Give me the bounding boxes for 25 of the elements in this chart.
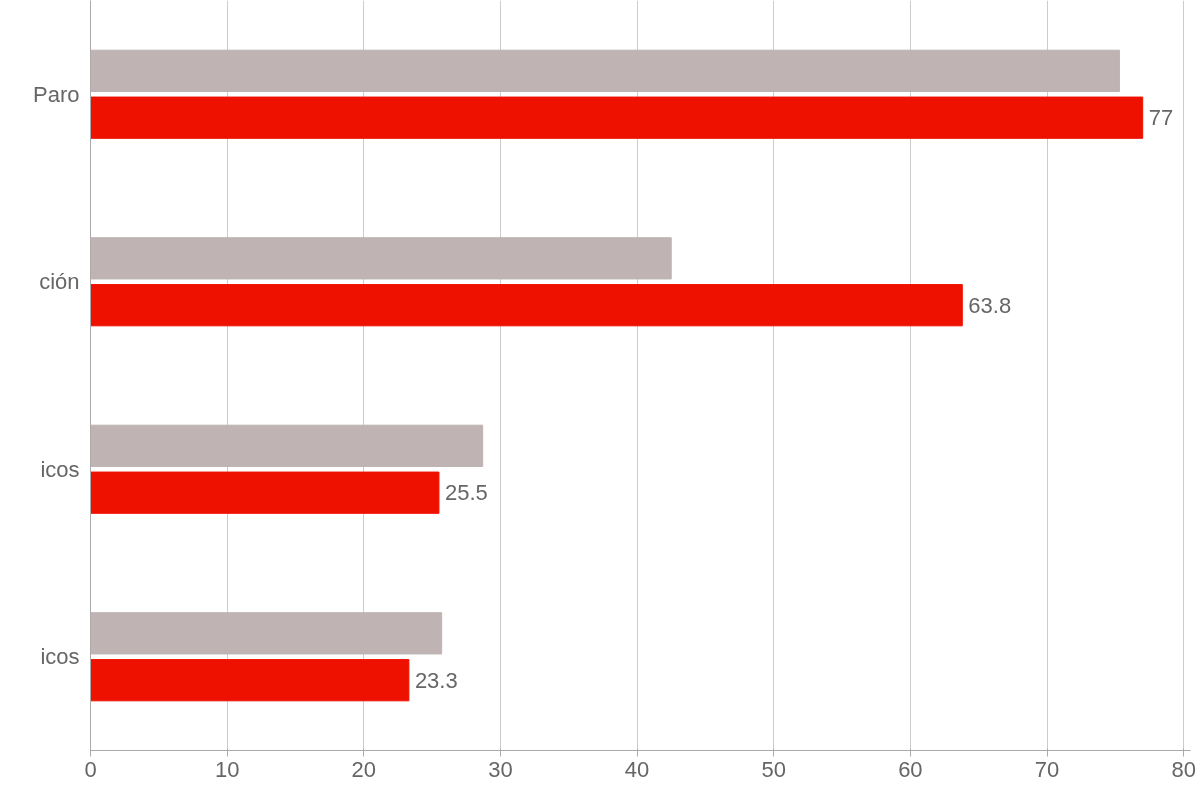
y-tick-label: ción [39, 269, 80, 295]
data-label: 23.3 [414, 667, 458, 693]
bar [90, 49, 1120, 92]
y-tick-label: Paro [33, 81, 80, 107]
bar [90, 659, 410, 702]
x-tick-label: 0 [84, 756, 97, 782]
bar [90, 424, 484, 467]
x-tick-label: 20 [351, 756, 377, 782]
x-tick-label: 80 [1171, 756, 1196, 782]
x-tick-label: 40 [624, 756, 650, 782]
data-label: 25.5 [444, 480, 488, 506]
y-tick-label: icos [40, 456, 80, 482]
x-tick-label: 30 [488, 756, 513, 782]
x-tick-label: 50 [761, 756, 786, 782]
y-tick-label: icos [40, 644, 80, 670]
bar [90, 471, 440, 514]
bar [90, 612, 443, 655]
data-label: 77 [1148, 105, 1174, 131]
bar [90, 237, 672, 280]
bar [90, 284, 963, 327]
bar [90, 96, 1144, 139]
data-label: 63.8 [968, 292, 1012, 318]
x-tick-label: 10 [214, 756, 240, 782]
x-tick-label: 70 [1034, 756, 1060, 782]
x-tick-label: 60 [898, 756, 923, 782]
